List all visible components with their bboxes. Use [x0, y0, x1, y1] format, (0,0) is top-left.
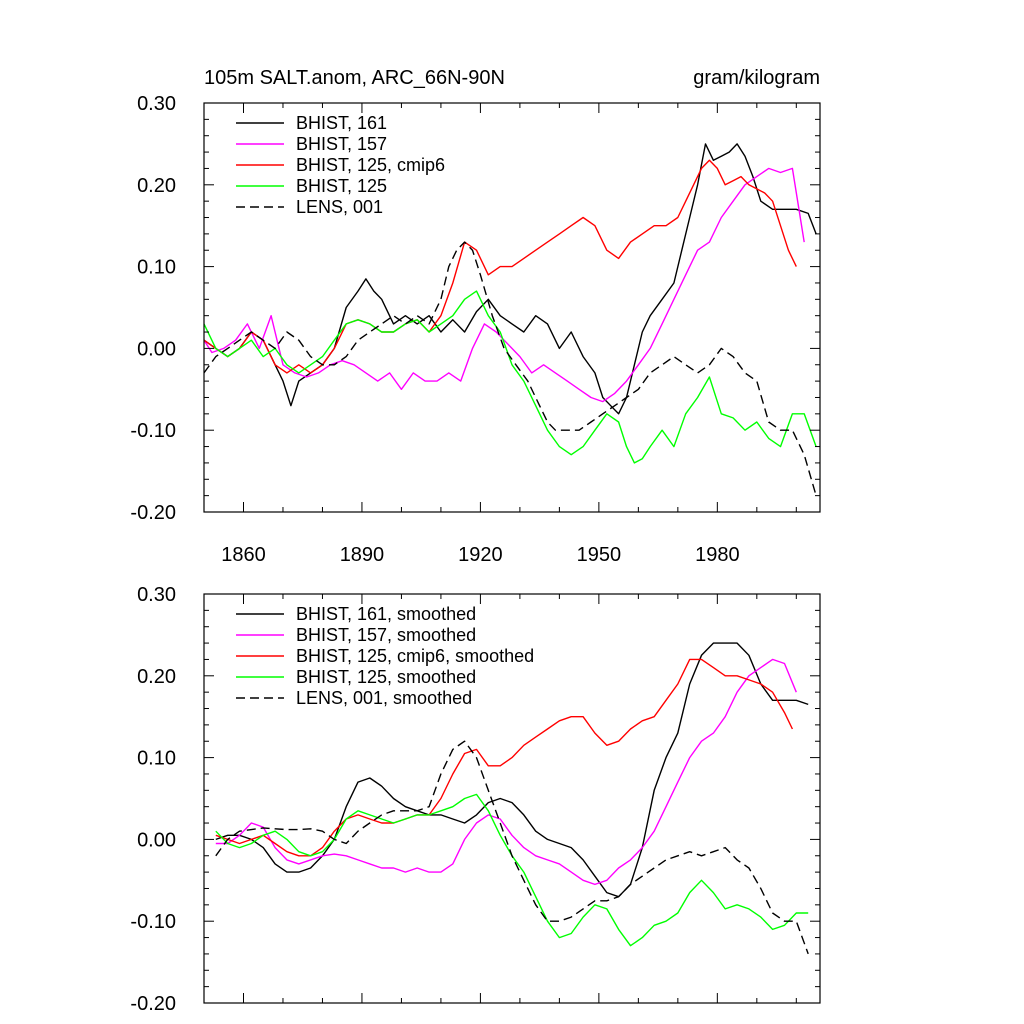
y-tick-label: -0.10	[130, 911, 176, 933]
series-line-2	[203, 159, 797, 374]
top-panel: 0.30 0.20 0.10 0.00 -0.10 -0.20 1860 1890 1920 19…	[130, 93, 821, 566]
unit-label: gram/kilogram	[693, 67, 820, 89]
y-tick-label: 0.30	[137, 93, 176, 115]
legend-label: LENS, 001	[296, 197, 383, 217]
y-tick-label: -0.10	[130, 420, 176, 442]
y-tick-label: -0.20	[130, 502, 176, 524]
y-tick-label: 0.20	[137, 175, 176, 197]
plot-frame	[203, 102, 821, 513]
legend-label: LENS, 001, smoothed	[296, 688, 472, 708]
series-line-1	[203, 167, 805, 403]
bottom-panel: 0.30 0.20 0.10 0.00 -0.10 -0.20 BHIST, 161, sm…	[130, 584, 821, 1015]
legend-label: BHIST, 125, cmip6, smoothed	[296, 646, 534, 666]
x-tick-label: 1980	[695, 544, 740, 566]
y-tick-label: 0.10	[137, 748, 176, 770]
legend-label: BHIST, 161	[296, 113, 387, 133]
x-tick-label: 1890	[340, 544, 385, 566]
y-tick-label: 0.30	[137, 584, 176, 606]
y-tick-label: 0.00	[137, 829, 176, 851]
plot-frame	[203, 593, 821, 1004]
series-line-0	[215, 642, 809, 898]
legend-label: BHIST, 161, smoothed	[296, 604, 476, 624]
legend-label: BHIST, 157, smoothed	[296, 625, 476, 645]
chart-title: 105m SALT.anom, ARC_66N-90N	[204, 67, 505, 89]
x-tick-label: 1860	[221, 544, 266, 566]
series-line-4	[215, 740, 809, 955]
legend-label: BHIST, 157	[296, 134, 387, 154]
legend-label: BHIST, 125, cmip6	[296, 155, 445, 175]
series-line-4	[203, 241, 817, 496]
y-tick-label: -0.20	[130, 993, 176, 1015]
series-line-1	[215, 658, 797, 886]
x-tick-label: 1950	[577, 544, 622, 566]
legend-label: BHIST, 125, smoothed	[296, 667, 476, 687]
y-tick-label: 0.00	[137, 338, 176, 360]
series-line-3	[203, 290, 817, 464]
y-tick-label: 0.20	[137, 666, 176, 688]
y-tick-label: 0.10	[137, 257, 176, 279]
legend-label: BHIST, 125	[296, 176, 387, 196]
x-tick-label: 1920	[458, 544, 503, 566]
